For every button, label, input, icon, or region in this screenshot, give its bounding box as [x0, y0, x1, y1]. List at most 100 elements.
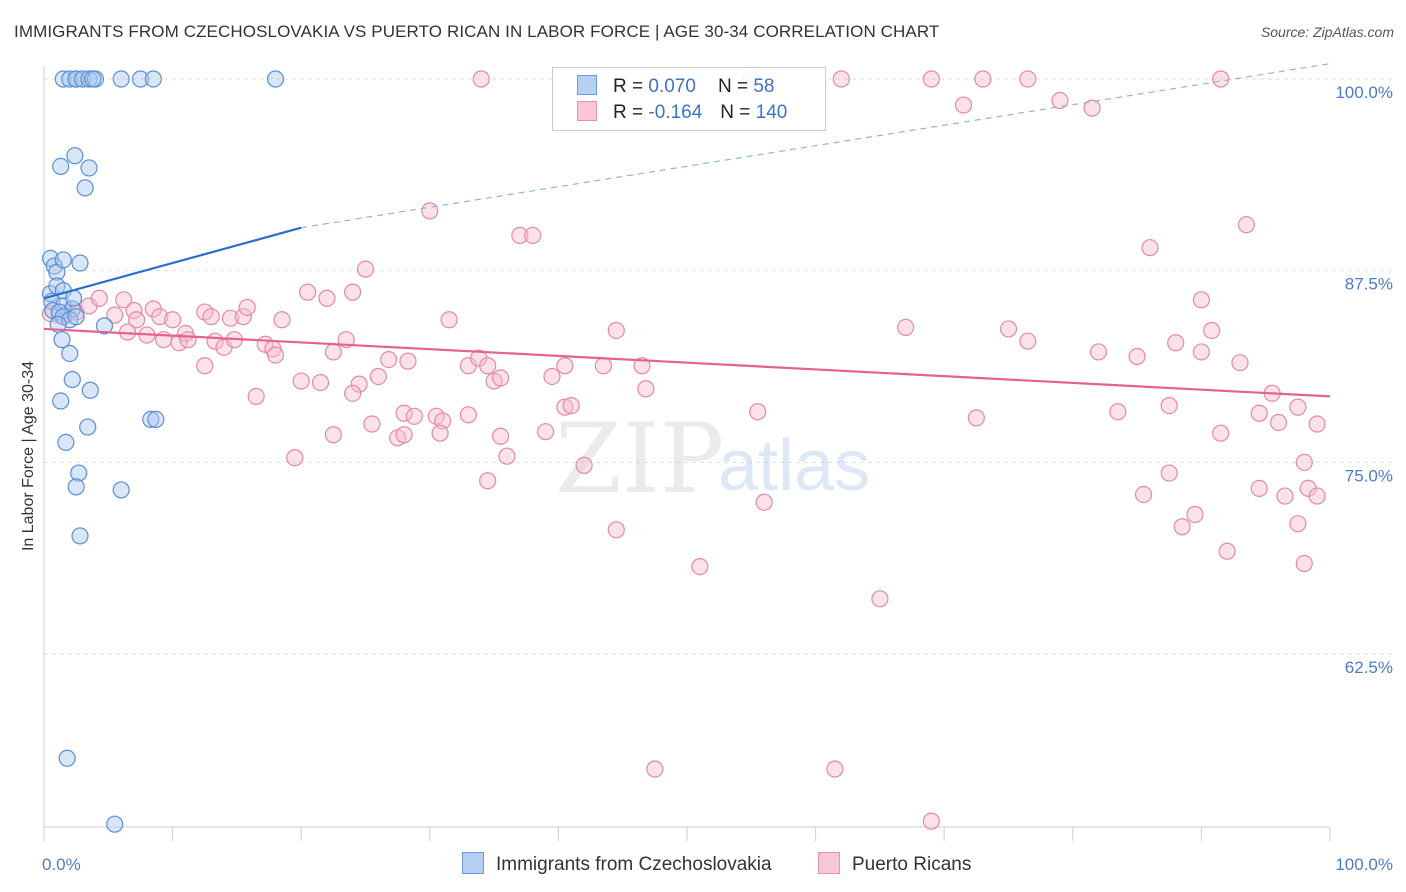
point-puerto-rican: [749, 403, 767, 421]
point-puerto-rican: [1141, 239, 1159, 257]
legend-r-label: R =: [613, 76, 644, 97]
point-puerto-rican: [922, 70, 940, 88]
point-czechoslovakia: [71, 527, 89, 545]
point-puerto-rican: [369, 367, 387, 386]
point-puerto-rican: [491, 369, 510, 387]
point-puerto-rican: [344, 384, 362, 402]
watermark-atlas: atlas: [718, 426, 870, 506]
point-czechoslovakia: [61, 70, 79, 88]
point-czechoslovakia: [131, 70, 150, 88]
point-puerto-rican: [1192, 291, 1211, 309]
point-czechoslovakia: [52, 157, 70, 175]
watermark: ZIP atlas: [555, 403, 870, 515]
point-czechoslovakia: [61, 344, 79, 363]
legend-swatch-pink: [577, 101, 597, 121]
point-puerto-rican: [399, 352, 417, 370]
point-czechoslovakia: [67, 70, 85, 88]
legend-label-puerto-ricans: Puerto Ricans: [852, 854, 972, 875]
point-czechoslovakia: [79, 418, 97, 436]
point-puerto-rican: [954, 96, 973, 114]
trend-line-puerto-ricans: [43, 327, 1331, 398]
legend-label-czechoslovakia: Immigrants from Czechoslovakia: [496, 854, 772, 875]
point-puerto-rican: [543, 367, 561, 386]
point-puerto-rican: [356, 260, 375, 278]
point-puerto-rican: [1160, 397, 1178, 415]
legend-item-czechoslovakia: Immigrants from Czechoslovakia: [462, 852, 772, 876]
point-puerto-rican: [1109, 403, 1127, 421]
y-tick-label: 62.5%: [1345, 658, 1393, 677]
y-axis-label: In Labor Force | Age 30-34: [20, 361, 37, 551]
point-puerto-rican: [1308, 415, 1326, 433]
chart-title: IMMIGRANTS FROM CZECHOSLOVAKIA VS PUERTO…: [14, 22, 940, 41]
point-puerto-rican: [832, 70, 850, 88]
point-puerto-rican: [633, 357, 651, 375]
puerto-ricans-points: [41, 70, 1326, 830]
legend-n-value: 58: [753, 76, 775, 97]
point-puerto-rican: [1250, 404, 1268, 422]
point-puerto-rican: [395, 404, 413, 422]
point-puerto-rican: [324, 343, 342, 361]
point-puerto-rican: [363, 415, 381, 433]
point-puerto-rican: [115, 291, 133, 309]
point-puerto-rican: [498, 447, 516, 465]
legend-swatch-blue: [577, 75, 597, 95]
point-puerto-rican: [1203, 321, 1221, 340]
point-puerto-rican: [1173, 518, 1191, 536]
point-czechoslovakia: [80, 70, 98, 88]
point-puerto-rican: [1134, 485, 1153, 504]
point-czechoslovakia: [52, 392, 70, 410]
point-czechoslovakia: [54, 251, 72, 269]
x-tick-label-min: 0.0%: [42, 855, 81, 874]
point-puerto-rican: [967, 409, 985, 427]
point-puerto-rican: [431, 424, 449, 442]
point-puerto-rican: [164, 311, 182, 329]
point-puerto-rican: [1269, 413, 1288, 432]
point-czechoslovakia: [147, 410, 165, 428]
point-puerto-rican: [1192, 343, 1211, 361]
point-puerto-rican: [151, 308, 169, 326]
point-czechoslovakia: [57, 433, 75, 451]
point-puerto-rican: [607, 521, 625, 539]
legend-item-puerto-ricans: Puerto Ricans: [818, 852, 971, 876]
point-puerto-rican: [1250, 479, 1268, 497]
point-puerto-rican: [127, 311, 146, 329]
point-czechoslovakia: [95, 317, 114, 335]
point-puerto-rican: [646, 760, 664, 778]
legend-r-value: -0.164: [648, 102, 703, 123]
point-puerto-rican: [871, 590, 889, 608]
y-tick-label: 75.0%: [1345, 466, 1393, 485]
point-puerto-rican: [1295, 453, 1313, 471]
point-czechoslovakia: [84, 70, 102, 88]
point-puerto-rican: [1231, 354, 1249, 372]
point-puerto-rican: [170, 334, 188, 352]
point-puerto-rican: [266, 346, 285, 364]
point-puerto-rican: [897, 318, 915, 336]
point-czechoslovakia: [112, 70, 130, 88]
point-czechoslovakia: [63, 370, 81, 389]
point-czechoslovakia: [80, 159, 98, 177]
point-puerto-rican: [1308, 487, 1326, 505]
point-puerto-rican: [826, 760, 844, 778]
point-czechoslovakia: [58, 749, 76, 767]
point-puerto-rican: [324, 426, 342, 444]
x-tick-label-max: 100.0%: [1335, 855, 1393, 874]
point-puerto-rican: [90, 289, 108, 307]
point-czechoslovakia: [53, 331, 71, 349]
point-puerto-rican: [1218, 542, 1236, 560]
tick-labels: 62.5% 75.0% 87.5% 100.0% 0.0% 100.0%: [42, 83, 1393, 874]
y-tick-label: 87.5%: [1345, 275, 1393, 294]
legend-box: R = 0.070 N = 58 R = -0.164 N = 140: [552, 67, 826, 131]
point-puerto-rican: [1237, 216, 1256, 234]
trend-line-czechoslovakia: [43, 226, 302, 300]
point-puerto-rican: [106, 306, 124, 324]
point-puerto-rican: [459, 406, 477, 424]
point-puerto-rican: [221, 309, 240, 327]
point-czechoslovakia: [66, 147, 84, 165]
point-puerto-rican: [380, 351, 398, 369]
point-puerto-rican: [922, 812, 940, 830]
point-puerto-rican: [1019, 70, 1037, 88]
point-puerto-rican: [238, 298, 256, 317]
point-puerto-rican: [556, 398, 574, 416]
point-puerto-rican: [395, 426, 413, 444]
